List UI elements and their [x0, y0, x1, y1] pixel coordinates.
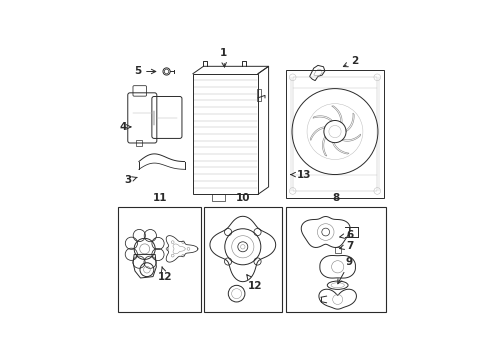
Text: 12: 12: [247, 275, 263, 291]
Bar: [257, 89, 261, 102]
Bar: [204, 207, 282, 312]
Text: 13: 13: [291, 170, 312, 180]
Text: 4: 4: [120, 122, 131, 132]
Bar: [213, 194, 225, 201]
Text: 9: 9: [338, 257, 353, 284]
Bar: [118, 207, 201, 312]
Bar: [293, 77, 377, 191]
Text: 11: 11: [152, 193, 167, 203]
Text: 10: 10: [236, 193, 250, 203]
Text: 1: 1: [220, 48, 227, 67]
Bar: [286, 70, 384, 198]
Text: 6: 6: [340, 230, 353, 240]
Bar: [136, 140, 142, 146]
Text: 3: 3: [124, 175, 137, 185]
Bar: [286, 207, 386, 312]
Text: 8: 8: [332, 193, 339, 203]
Bar: [335, 247, 341, 253]
Text: 2: 2: [343, 56, 359, 67]
Text: 7: 7: [340, 240, 353, 251]
Text: 12: 12: [158, 267, 172, 283]
Text: 5: 5: [134, 67, 156, 76]
